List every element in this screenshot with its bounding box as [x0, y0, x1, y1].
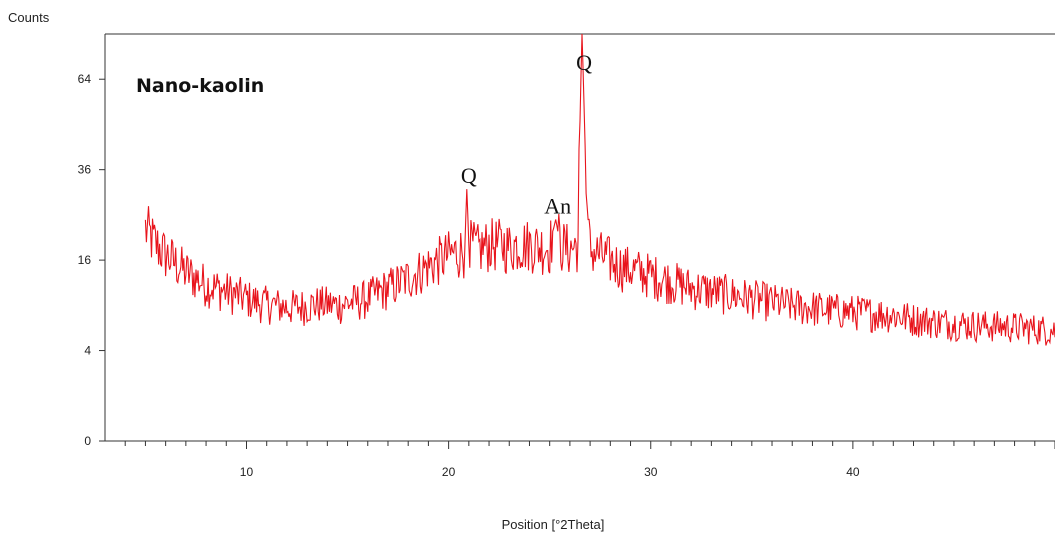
x-tick-label: 10 [240, 465, 254, 479]
series-line [144, 33, 1055, 346]
plot-frame [104, 33, 1055, 442]
y-tick-label: 4 [84, 344, 91, 358]
y-tick-label: 36 [78, 163, 92, 177]
y-tick-label: 0 [84, 434, 91, 448]
x-axis-title: Position [°2Theta] [502, 517, 605, 532]
axis-ticks: 10 20 30 40 0 4 16 36 64 [78, 72, 1055, 479]
peak-label: Q [576, 50, 592, 75]
x-tick-label: 20 [442, 465, 456, 479]
sample-label: Nano-kaolin [136, 75, 264, 97]
y-tick-label: 64 [78, 72, 92, 86]
x-tick-label: 40 [846, 465, 860, 479]
y-axis-title: Counts [8, 10, 50, 25]
peak-label: Q [461, 163, 477, 188]
annotation-layer: Q An Q [461, 50, 592, 218]
y-tick-label: 16 [78, 253, 92, 267]
peak-label: An [544, 193, 571, 218]
series-layer [144, 33, 1055, 346]
x-tick-label: 30 [644, 465, 658, 479]
